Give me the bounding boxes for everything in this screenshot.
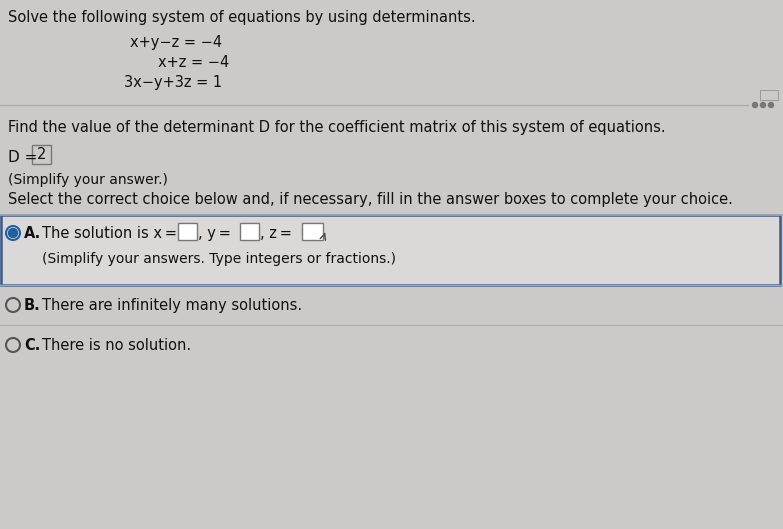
FancyBboxPatch shape — [240, 223, 258, 240]
FancyBboxPatch shape — [1, 215, 780, 285]
Text: , y =: , y = — [198, 226, 231, 241]
Text: A.: A. — [24, 226, 41, 241]
Circle shape — [760, 103, 766, 107]
Circle shape — [768, 103, 774, 107]
Text: (Simplify your answers. Type integers or fractions.): (Simplify your answers. Type integers or… — [42, 252, 396, 266]
Circle shape — [752, 103, 757, 107]
Text: , z =: , z = — [260, 226, 292, 241]
Circle shape — [9, 229, 17, 238]
Text: There are infinitely many solutions.: There are infinitely many solutions. — [42, 298, 302, 313]
Text: Select the correct choice below and, if necessary, fill in the answer boxes to c: Select the correct choice below and, if … — [8, 192, 733, 207]
Text: The solution is x =: The solution is x = — [42, 226, 177, 241]
FancyBboxPatch shape — [32, 145, 51, 164]
FancyBboxPatch shape — [178, 223, 197, 240]
Text: x+z = −4: x+z = −4 — [158, 55, 229, 70]
FancyBboxPatch shape — [760, 90, 778, 100]
Text: 2: 2 — [37, 147, 46, 162]
Text: Find the value of the determinant D for the coefficient matrix of this system of: Find the value of the determinant D for … — [8, 120, 666, 135]
Text: 3x−y+3z = 1: 3x−y+3z = 1 — [124, 75, 222, 90]
Text: Solve the following system of equations by using determinants.: Solve the following system of equations … — [8, 10, 475, 25]
Text: C.: C. — [24, 338, 41, 353]
FancyBboxPatch shape — [301, 223, 323, 240]
Text: (Simplify your answer.): (Simplify your answer.) — [8, 173, 168, 187]
Text: There is no solution.: There is no solution. — [42, 338, 191, 353]
Text: D =: D = — [8, 150, 42, 165]
Text: x+y−z = −4: x+y−z = −4 — [130, 35, 222, 50]
Text: B.: B. — [24, 298, 41, 313]
